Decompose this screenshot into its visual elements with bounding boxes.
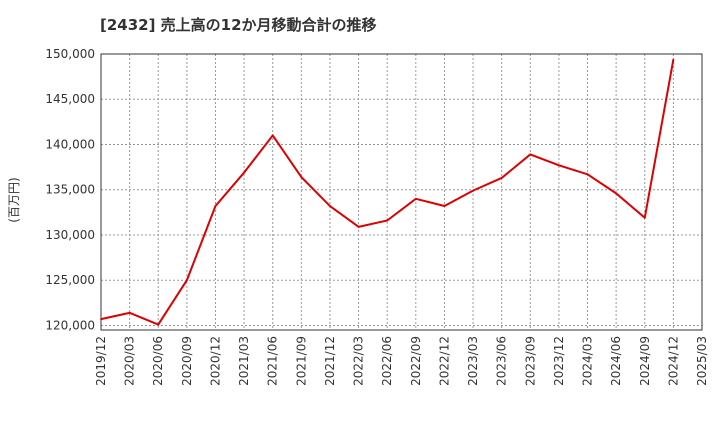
y-tick-label: 145,000 [45,92,95,106]
data-point [558,164,560,167]
data-point [443,205,446,207]
data-point [186,279,188,282]
x-tick-label: 2020/03 [123,336,137,386]
x-tick-label: 2023/03 [466,336,480,386]
y-axis-label: (百万円) [7,177,21,222]
x-tick-label: 2022/12 [437,336,451,386]
x-tick-label: 2020/12 [208,336,222,386]
data-point [472,189,474,192]
x-tick-label: 2022/09 [409,336,423,386]
data-point [100,318,102,320]
x-tick-label: 2024/09 [638,336,652,386]
data-point [415,197,417,200]
x-tick-label: 2021/06 [266,336,280,386]
y-tick-label: 120,000 [45,318,95,332]
data-point [128,312,131,314]
data-point [615,192,617,195]
y-tick-label: 125,000 [45,273,95,287]
data-point [271,134,274,137]
data-point [586,173,589,176]
x-tick-label: 2021/09 [294,336,308,386]
data-point [157,323,160,326]
plot-frame [100,53,703,331]
data-point [214,205,217,207]
x-tick-label: 2022/03 [352,336,366,386]
x-tick-label: 2021/12 [323,336,337,386]
x-tick-label: 2023/06 [495,336,509,386]
x-tick-label: 2023/12 [552,336,566,386]
x-axis-ticks: 2019/12 2020/03 2020/06 2020/09 2020/12 2021/… [94,336,709,386]
y-axis-ticks: 120,000 125,000 130,000 135,000 140,000 145,0… [45,47,95,332]
x-tick-label: 2020/09 [180,336,194,386]
y-tick-label: 135,000 [45,183,95,197]
x-tick-label: 2024/06 [609,336,623,386]
x-tick-label: 2025/03 [695,336,709,386]
series-layer [100,58,675,326]
data-point [672,58,675,61]
x-tick-label: 2022/06 [380,336,394,386]
data-point [243,171,245,174]
y-tick-label: 140,000 [45,137,95,151]
data-point [357,226,360,228]
x-tick-label: 2024/03 [581,336,595,386]
grid-layer [101,54,702,330]
x-tick-label: 2023/09 [523,336,537,386]
x-tick-label: 2021/03 [237,336,251,386]
x-tick-label: 2020/06 [151,336,165,386]
data-point [643,216,646,219]
y-tick-label: 150,000 [45,47,95,61]
data-point [300,176,303,178]
data-point [500,177,503,179]
y-tick-label: 130,000 [45,228,95,242]
x-tick-label: 2024/12 [666,336,680,386]
x-tick-label: 2019/12 [94,336,108,386]
data-point [529,153,532,156]
data-point [329,205,331,207]
chart-title: [2432] 売上高の12か月移動合計の推移 [100,16,377,34]
data-point [386,219,388,222]
